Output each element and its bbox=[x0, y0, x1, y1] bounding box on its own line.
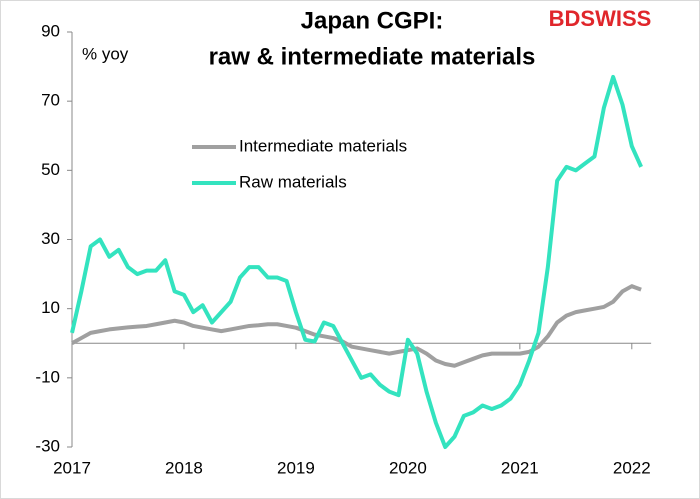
legend-label: Raw materials bbox=[239, 172, 347, 191]
logo: BDSWISS bbox=[549, 6, 652, 31]
y-tick-label: 70 bbox=[41, 91, 60, 110]
legend-label: Intermediate materials bbox=[239, 136, 407, 155]
y-tick-label: 90 bbox=[41, 21, 60, 40]
x-tick-label: 2018 bbox=[165, 458, 203, 477]
chart-title: raw & intermediate materials bbox=[209, 43, 536, 70]
chart-title: Japan CGPI: bbox=[301, 7, 444, 34]
y-tick-label: -10 bbox=[35, 367, 60, 386]
data-line bbox=[70, 74, 643, 449]
x-tick-label: 2020 bbox=[389, 458, 427, 477]
data-line bbox=[71, 284, 642, 368]
x-tick-label: 2019 bbox=[277, 458, 315, 477]
x-tick-label: 2022 bbox=[613, 458, 651, 477]
y-tick-label: 10 bbox=[41, 298, 60, 317]
x-tick-label: 2017 bbox=[53, 458, 91, 477]
y-axis-label: % yoy bbox=[82, 44, 129, 63]
y-tick-label: -30 bbox=[35, 436, 60, 455]
y-tick-label: 30 bbox=[41, 229, 60, 248]
y-tick-label: 50 bbox=[41, 160, 60, 179]
x-tick-label: 2021 bbox=[501, 458, 539, 477]
